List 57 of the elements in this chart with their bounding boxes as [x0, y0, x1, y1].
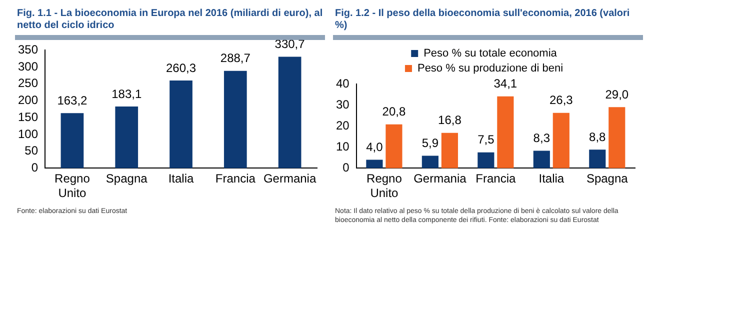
legend-label: Peso % su produzione di beni: [417, 62, 564, 75]
y-tick-label: 0: [31, 160, 38, 175]
bar: [608, 107, 626, 168]
bar: [552, 112, 570, 168]
bar: [224, 70, 247, 168]
y-tick-label: 20: [336, 118, 350, 132]
x-tick-label: Spagna: [586, 172, 628, 186]
x-tick-label: Italia: [538, 172, 564, 186]
data-label: 16,8: [438, 113, 462, 128]
bar: [422, 156, 438, 168]
data-label: 330,7: [274, 37, 306, 52]
legend-label: Peso % su totale economia: [424, 48, 558, 60]
chart-title: Fig. 1.2 - Il peso della bioeconomia sull'economia, 2016 (valori %): [333, 8, 643, 40]
bar: [170, 80, 192, 168]
data-label: 29,0: [605, 87, 629, 102]
chart-title: Fig. 1.1 - La bioeconomia in Europa nel 2016 (miliardi di euro), al netto del ciclo idrico: [17, 8, 323, 31]
bar: [589, 150, 606, 168]
data-label: 183,1: [112, 86, 142, 101]
x-tick-label: Germania: [414, 172, 467, 186]
y-tick-label: 300: [18, 59, 38, 74]
y-tick-label: 200: [18, 93, 38, 108]
data-label: 20,8: [382, 104, 406, 119]
bar: [478, 152, 494, 168]
y-tick-label: 40: [336, 76, 350, 90]
data-label: 26,3: [549, 93, 574, 108]
x-tick-label: Regno Unito: [54, 172, 90, 200]
x-tick-label: Germania: [263, 172, 316, 186]
y-tick-label: 100: [18, 126, 38, 141]
x-tick-label: Spagna: [106, 172, 148, 186]
x-tick-label: Francia: [215, 172, 256, 186]
data-label: 7,5: [478, 132, 495, 147]
bar: [533, 150, 550, 168]
x-tick-label: Francia: [476, 172, 516, 186]
y-tick-label: 30: [336, 97, 350, 112]
data-label: 34,1: [494, 76, 518, 91]
x-tick-label: Regno Unito: [366, 172, 402, 200]
y-tick-label: 350: [18, 42, 38, 57]
data-label: 260,3: [166, 60, 196, 75]
data-label: 288,7: [220, 51, 251, 66]
data-label: 4,0: [366, 140, 384, 154]
y-tick-label: 50: [24, 144, 38, 158]
bar: [366, 160, 383, 168]
data-label: 5,9: [422, 136, 439, 150]
data-label: 8,8: [589, 130, 606, 144]
data-label: 8,3: [533, 131, 550, 146]
y-tick-label: 10: [336, 139, 350, 154]
x-tick-label: Italia: [168, 172, 194, 186]
y-tick-label: 250: [18, 76, 38, 90]
bar: [115, 106, 138, 168]
bar: [278, 56, 302, 168]
y-tick-label: 150: [18, 110, 38, 124]
bar: [60, 113, 84, 168]
bar: [441, 132, 458, 168]
bar: [497, 96, 514, 168]
data-label: 163,2: [57, 93, 88, 108]
bar: [386, 124, 402, 168]
y-tick-label: 0: [342, 160, 350, 175]
